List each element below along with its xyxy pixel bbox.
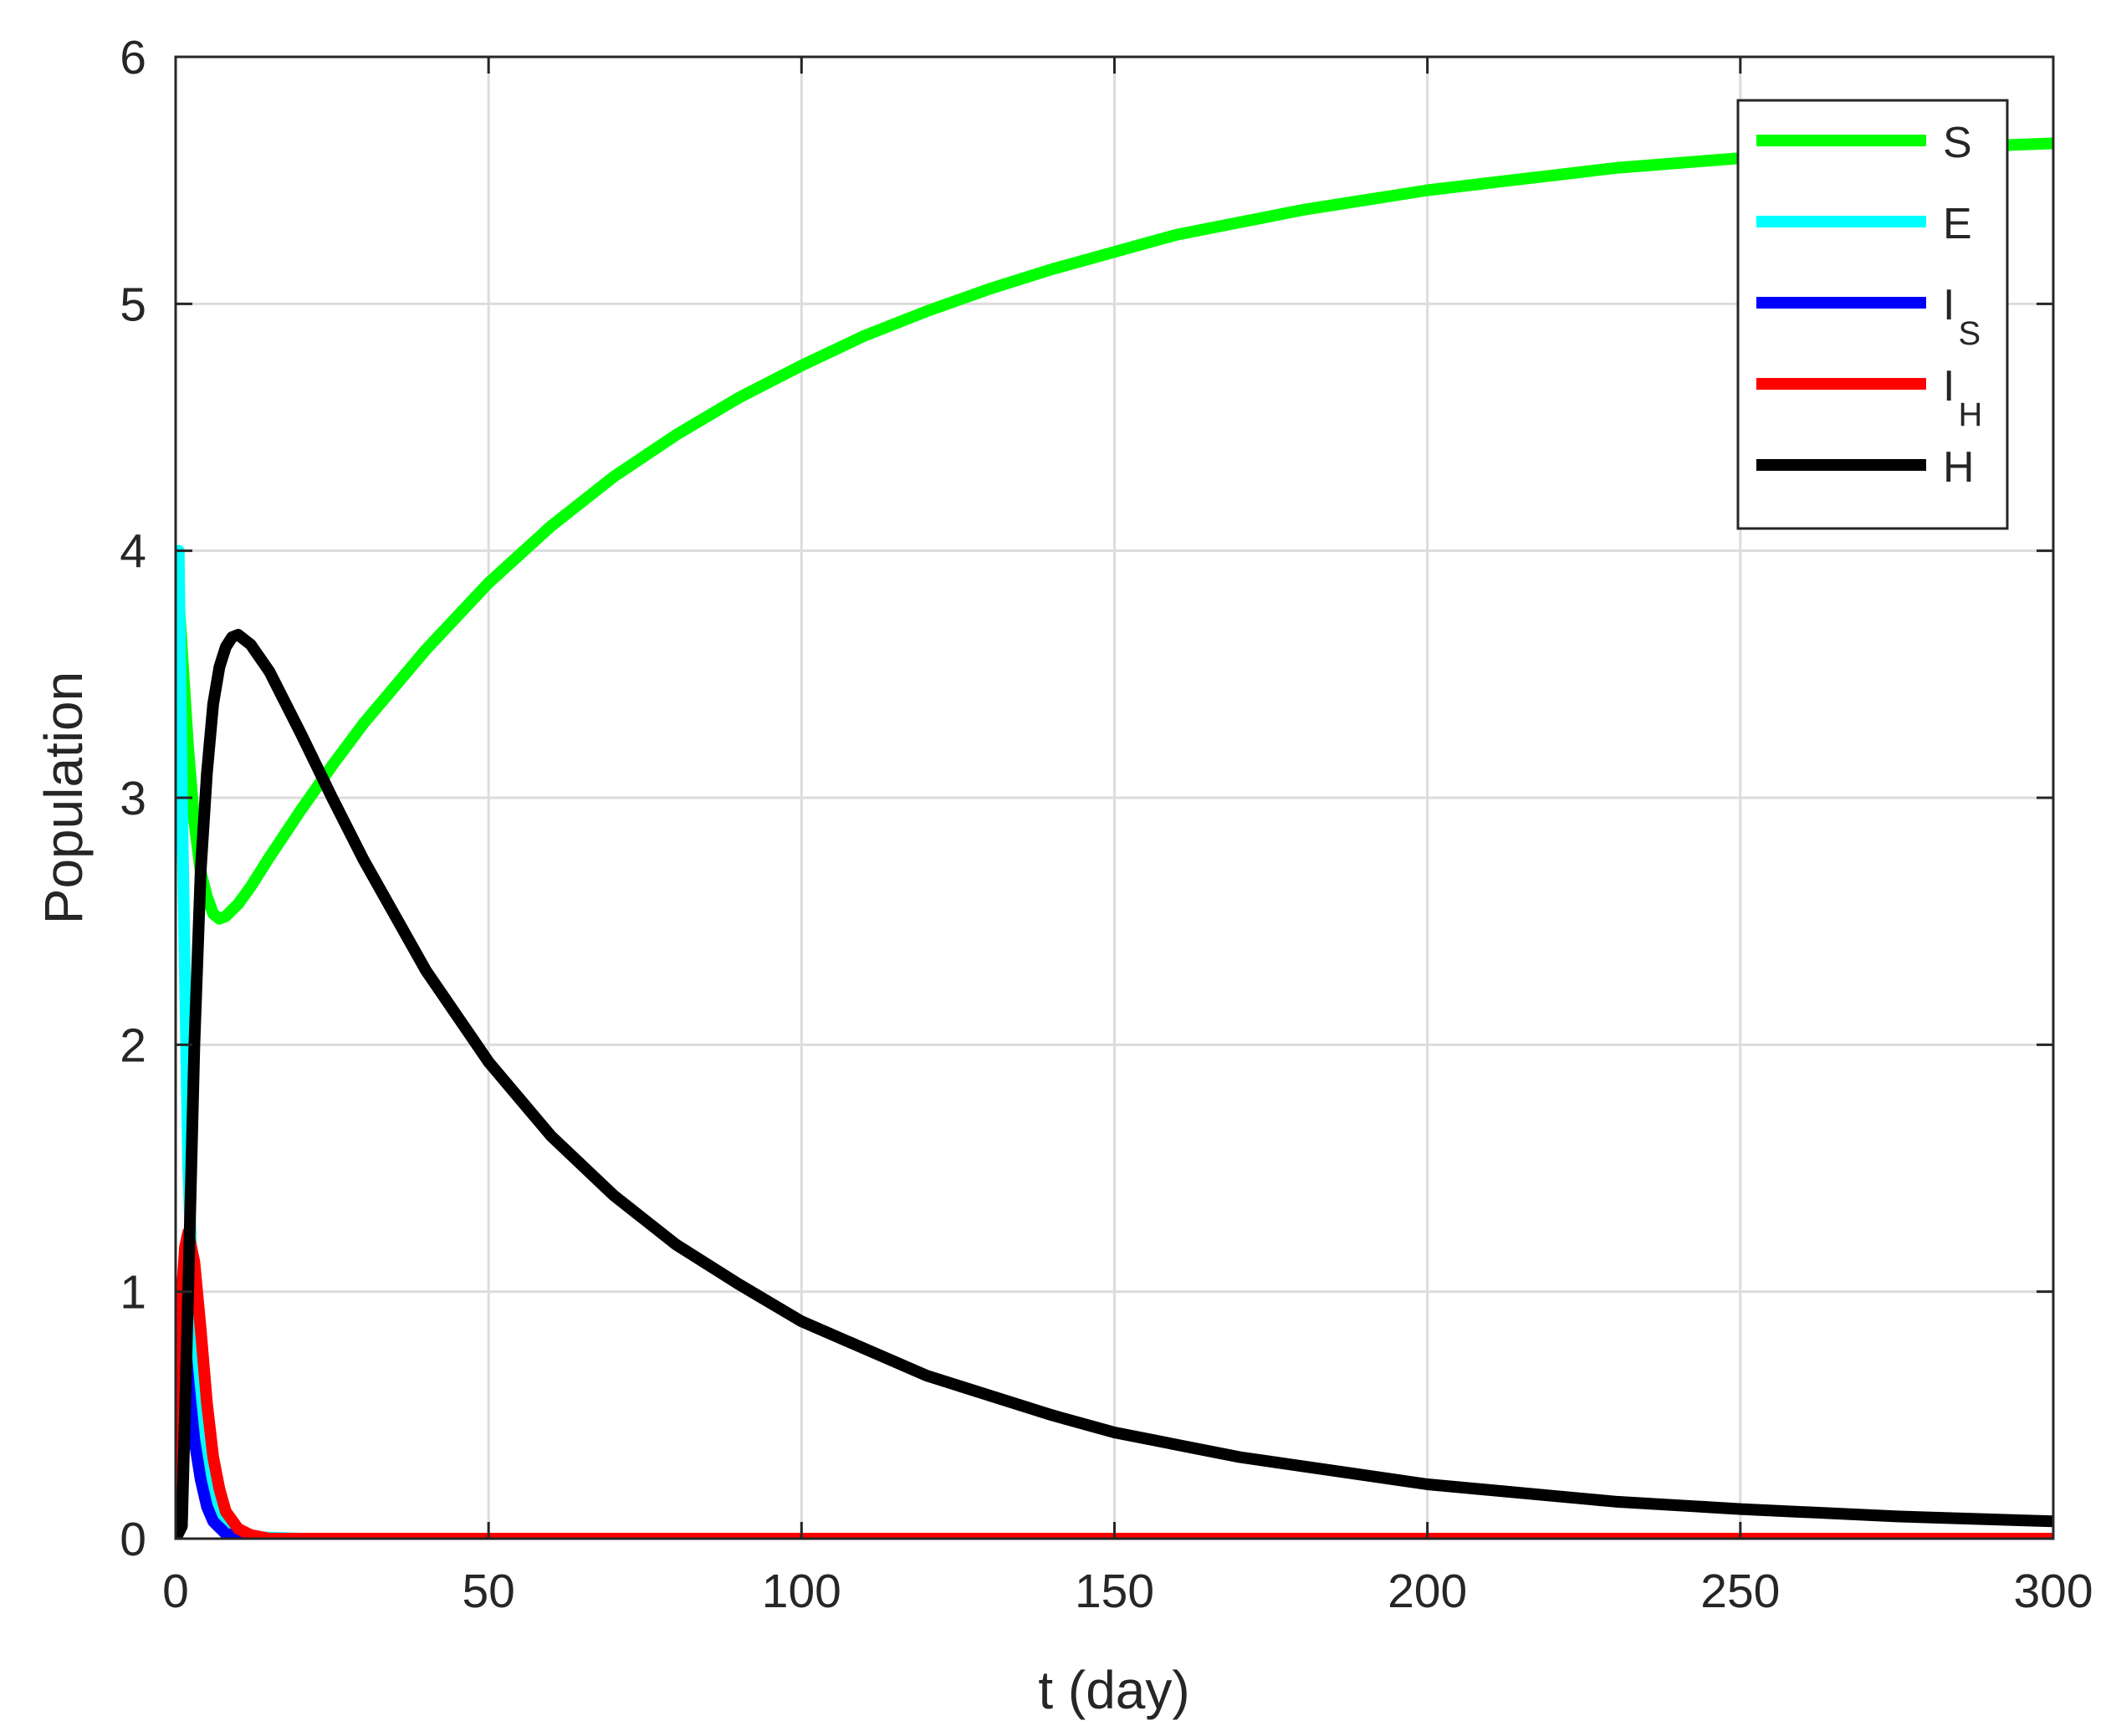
y-tick-label: 0 xyxy=(120,1513,146,1566)
y-tick-label: 1 xyxy=(120,1266,146,1320)
y-axis-title: Population xyxy=(33,671,94,924)
series-group xyxy=(176,137,2053,1539)
y-tick-label: 4 xyxy=(120,525,146,579)
legend-box xyxy=(1736,99,2009,530)
legend-label-s: S xyxy=(1943,119,1972,167)
x-tick-label: 200 xyxy=(1388,1565,1467,1618)
x-axis-title: t (day) xyxy=(1038,1660,1189,1720)
y-tick-label: 2 xyxy=(120,1019,146,1072)
x-tick-label: 250 xyxy=(1700,1565,1780,1618)
series-line-s xyxy=(176,137,2053,925)
series-line-h xyxy=(176,629,2053,1539)
legend-label-e: E xyxy=(1943,200,1972,248)
ticks: 0 50 100 150 200 250 300 0 1 2 3 4 5 6 xyxy=(120,31,2093,1618)
y-tick-label: 5 xyxy=(120,278,146,331)
legend-subscript: H xyxy=(1958,396,1982,433)
x-tick-label: 50 xyxy=(462,1565,514,1618)
y-tick-label: 3 xyxy=(120,772,146,825)
x-tick-label: 0 xyxy=(162,1565,189,1618)
x-tick-label: 300 xyxy=(2013,1565,2093,1618)
x-tick-label: 100 xyxy=(762,1565,841,1618)
y-tick-label: 6 xyxy=(120,31,146,84)
legend-subscript: S xyxy=(1958,315,1981,352)
x-tick-label: 150 xyxy=(1075,1565,1154,1618)
legend-label-h: H xyxy=(1943,443,1975,492)
